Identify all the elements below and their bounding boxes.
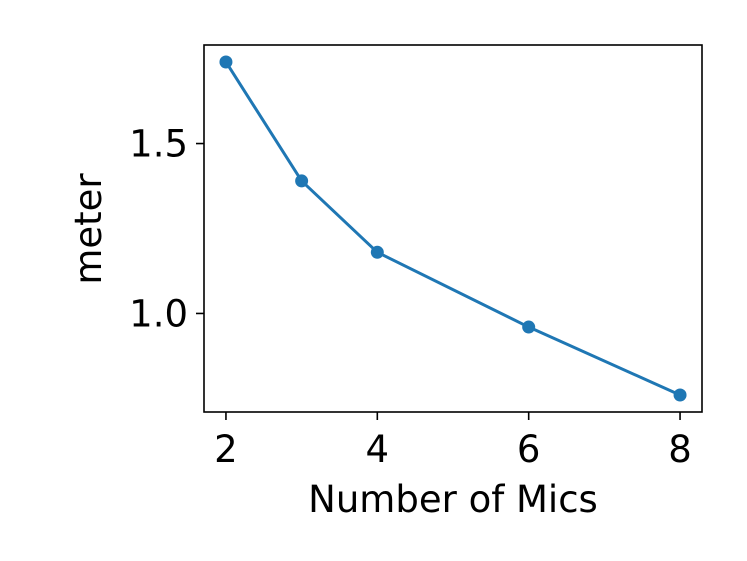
x-tick-label: 8 [668,428,692,471]
y-axis-label: meter [67,173,110,285]
x-tick-label: 2 [214,428,238,471]
y-axis-ticks: 1.0 1.5 [129,123,204,335]
x-tick-label: 6 [517,428,541,471]
data-point [219,55,233,69]
x-axis-label: Number of Mics [308,478,598,521]
x-tick-label: 4 [366,428,390,471]
series-layer [219,55,687,402]
data-point [295,174,309,188]
data-point [522,320,536,334]
plot-frame [203,44,703,413]
x-axis-ticks: 2 4 6 8 [214,412,692,471]
data-point [370,245,384,259]
y-tick-label: 1.5 [129,123,188,166]
plot-area [204,45,702,412]
y-tick-label: 1.0 [129,292,188,335]
data-point [673,388,687,402]
